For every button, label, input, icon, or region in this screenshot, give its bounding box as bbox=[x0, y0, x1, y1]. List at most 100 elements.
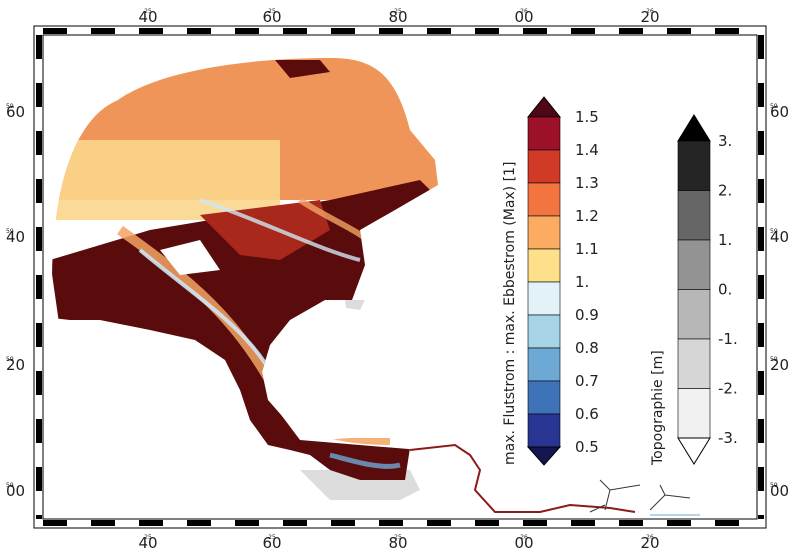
tick-degree: 25 bbox=[394, 534, 402, 541]
tick-minute: 00 bbox=[770, 482, 789, 500]
tick-minute: 60 bbox=[262, 534, 281, 552]
channel-streak bbox=[199, 198, 361, 262]
topography-colorbar-box bbox=[677, 190, 711, 241]
tick-degree: 59 bbox=[6, 356, 14, 363]
tick-degree: 59 bbox=[6, 103, 14, 110]
tick-minute: 00 bbox=[514, 8, 533, 26]
ratio-colorbar-label: 1. bbox=[575, 273, 589, 291]
ratio-colorbar-box bbox=[527, 215, 561, 250]
tick-minute: 20 bbox=[770, 356, 789, 374]
frame-segment bbox=[36, 179, 42, 203]
tick-degree: 26 bbox=[520, 8, 528, 15]
tick-minute: 20 bbox=[640, 8, 659, 26]
topography-colorbar-label: 3. bbox=[718, 132, 732, 150]
ratio-colorbar-label: 0.8 bbox=[575, 339, 599, 357]
frame-segment bbox=[91, 520, 115, 526]
frame-segment bbox=[331, 520, 355, 526]
frame-segment bbox=[523, 520, 547, 526]
frame-segment bbox=[758, 419, 764, 443]
frame-segment bbox=[475, 28, 499, 34]
frame-segment bbox=[758, 467, 764, 491]
topography-colorbar: Topographie [m] 3. 2. 1. 0. -1. -2. -3. bbox=[650, 114, 738, 466]
frame-segment bbox=[667, 520, 691, 526]
frame-segment bbox=[43, 520, 67, 526]
frame-segment bbox=[758, 35, 764, 59]
tick-degree: 25 bbox=[144, 534, 152, 541]
ratio-colorbar-label: 0.5 bbox=[575, 438, 599, 456]
frame-segment bbox=[758, 515, 764, 519]
map-area bbox=[52, 58, 700, 516]
topography-colorbar-boxes bbox=[677, 114, 711, 465]
tick-degree: 59 bbox=[770, 482, 778, 489]
ratio-colorbar-label: 1.5 bbox=[575, 108, 599, 126]
ratio-colorbar-box bbox=[527, 413, 561, 448]
ratio-colorbar-labels: 1.5 1.4 1.3 1.2 1.1 1. 0.9 0.8 0.7 0.6 0.5 bbox=[575, 108, 599, 456]
field-zone-yellow bbox=[52, 140, 280, 220]
tick-minute: 40 bbox=[6, 228, 25, 246]
frame-checker bbox=[36, 28, 764, 526]
ratio-colorbar-box bbox=[527, 281, 561, 316]
frame-segment bbox=[36, 35, 42, 59]
frame-segment bbox=[43, 28, 67, 34]
frame-segment bbox=[475, 520, 499, 526]
frame-segment bbox=[427, 28, 451, 34]
frame-segment bbox=[91, 28, 115, 34]
tick-degree: 26 bbox=[646, 8, 654, 15]
topography-colorbar-label: 1. bbox=[718, 231, 732, 249]
ratio-colorbar-box bbox=[527, 182, 561, 217]
ratio-colorbar-box bbox=[527, 380, 561, 415]
tick-degree: 25 bbox=[394, 8, 402, 15]
topography-colorbar-box bbox=[677, 338, 711, 389]
tick-minute: 60 bbox=[262, 8, 281, 26]
topography-colorbar-title: Topographie [m] bbox=[650, 350, 666, 466]
ratio-colorbar-label: 1.4 bbox=[575, 141, 599, 159]
frame-segment bbox=[758, 275, 764, 299]
frame-segment bbox=[571, 28, 595, 34]
tick-degree: 25 bbox=[268, 534, 276, 541]
frame-segment bbox=[36, 227, 42, 251]
ratio-colorbar-box bbox=[527, 116, 561, 151]
tick-minute: 00 bbox=[514, 534, 533, 552]
field-zone-dark-red bbox=[275, 60, 330, 78]
tick-minute: 80 bbox=[388, 534, 407, 552]
topography-colorbar-label: 0. bbox=[718, 281, 732, 299]
frame-segment bbox=[187, 520, 211, 526]
frame-segment bbox=[758, 131, 764, 155]
ratio-colorbar-under-triangle bbox=[526, 446, 562, 466]
tick-minute: 40 bbox=[138, 534, 157, 552]
frame-segment bbox=[36, 323, 42, 347]
frame-segment bbox=[758, 323, 764, 347]
topography-colorbar-box bbox=[677, 140, 711, 191]
topography-colorbar-box bbox=[677, 239, 711, 290]
frame-segment bbox=[667, 28, 691, 34]
topography-colorbar-label: -3. bbox=[718, 429, 738, 447]
tick-minute: 40 bbox=[770, 228, 789, 246]
ratio-colorbar-box bbox=[527, 314, 561, 349]
tick-degree: 59 bbox=[6, 482, 14, 489]
ratio-colorbar-label: 1.3 bbox=[575, 174, 599, 192]
ratio-colorbar-label: 1.2 bbox=[575, 207, 599, 225]
tick-degree: 25 bbox=[268, 8, 276, 15]
tick-degree: 59 bbox=[6, 228, 14, 235]
frame-segment bbox=[523, 28, 547, 34]
field-zone-red bbox=[200, 200, 330, 260]
ratio-colorbar-label: 0.6 bbox=[575, 405, 599, 423]
frame-segment bbox=[619, 520, 643, 526]
frame-segment bbox=[36, 371, 42, 395]
island-land bbox=[160, 240, 220, 275]
